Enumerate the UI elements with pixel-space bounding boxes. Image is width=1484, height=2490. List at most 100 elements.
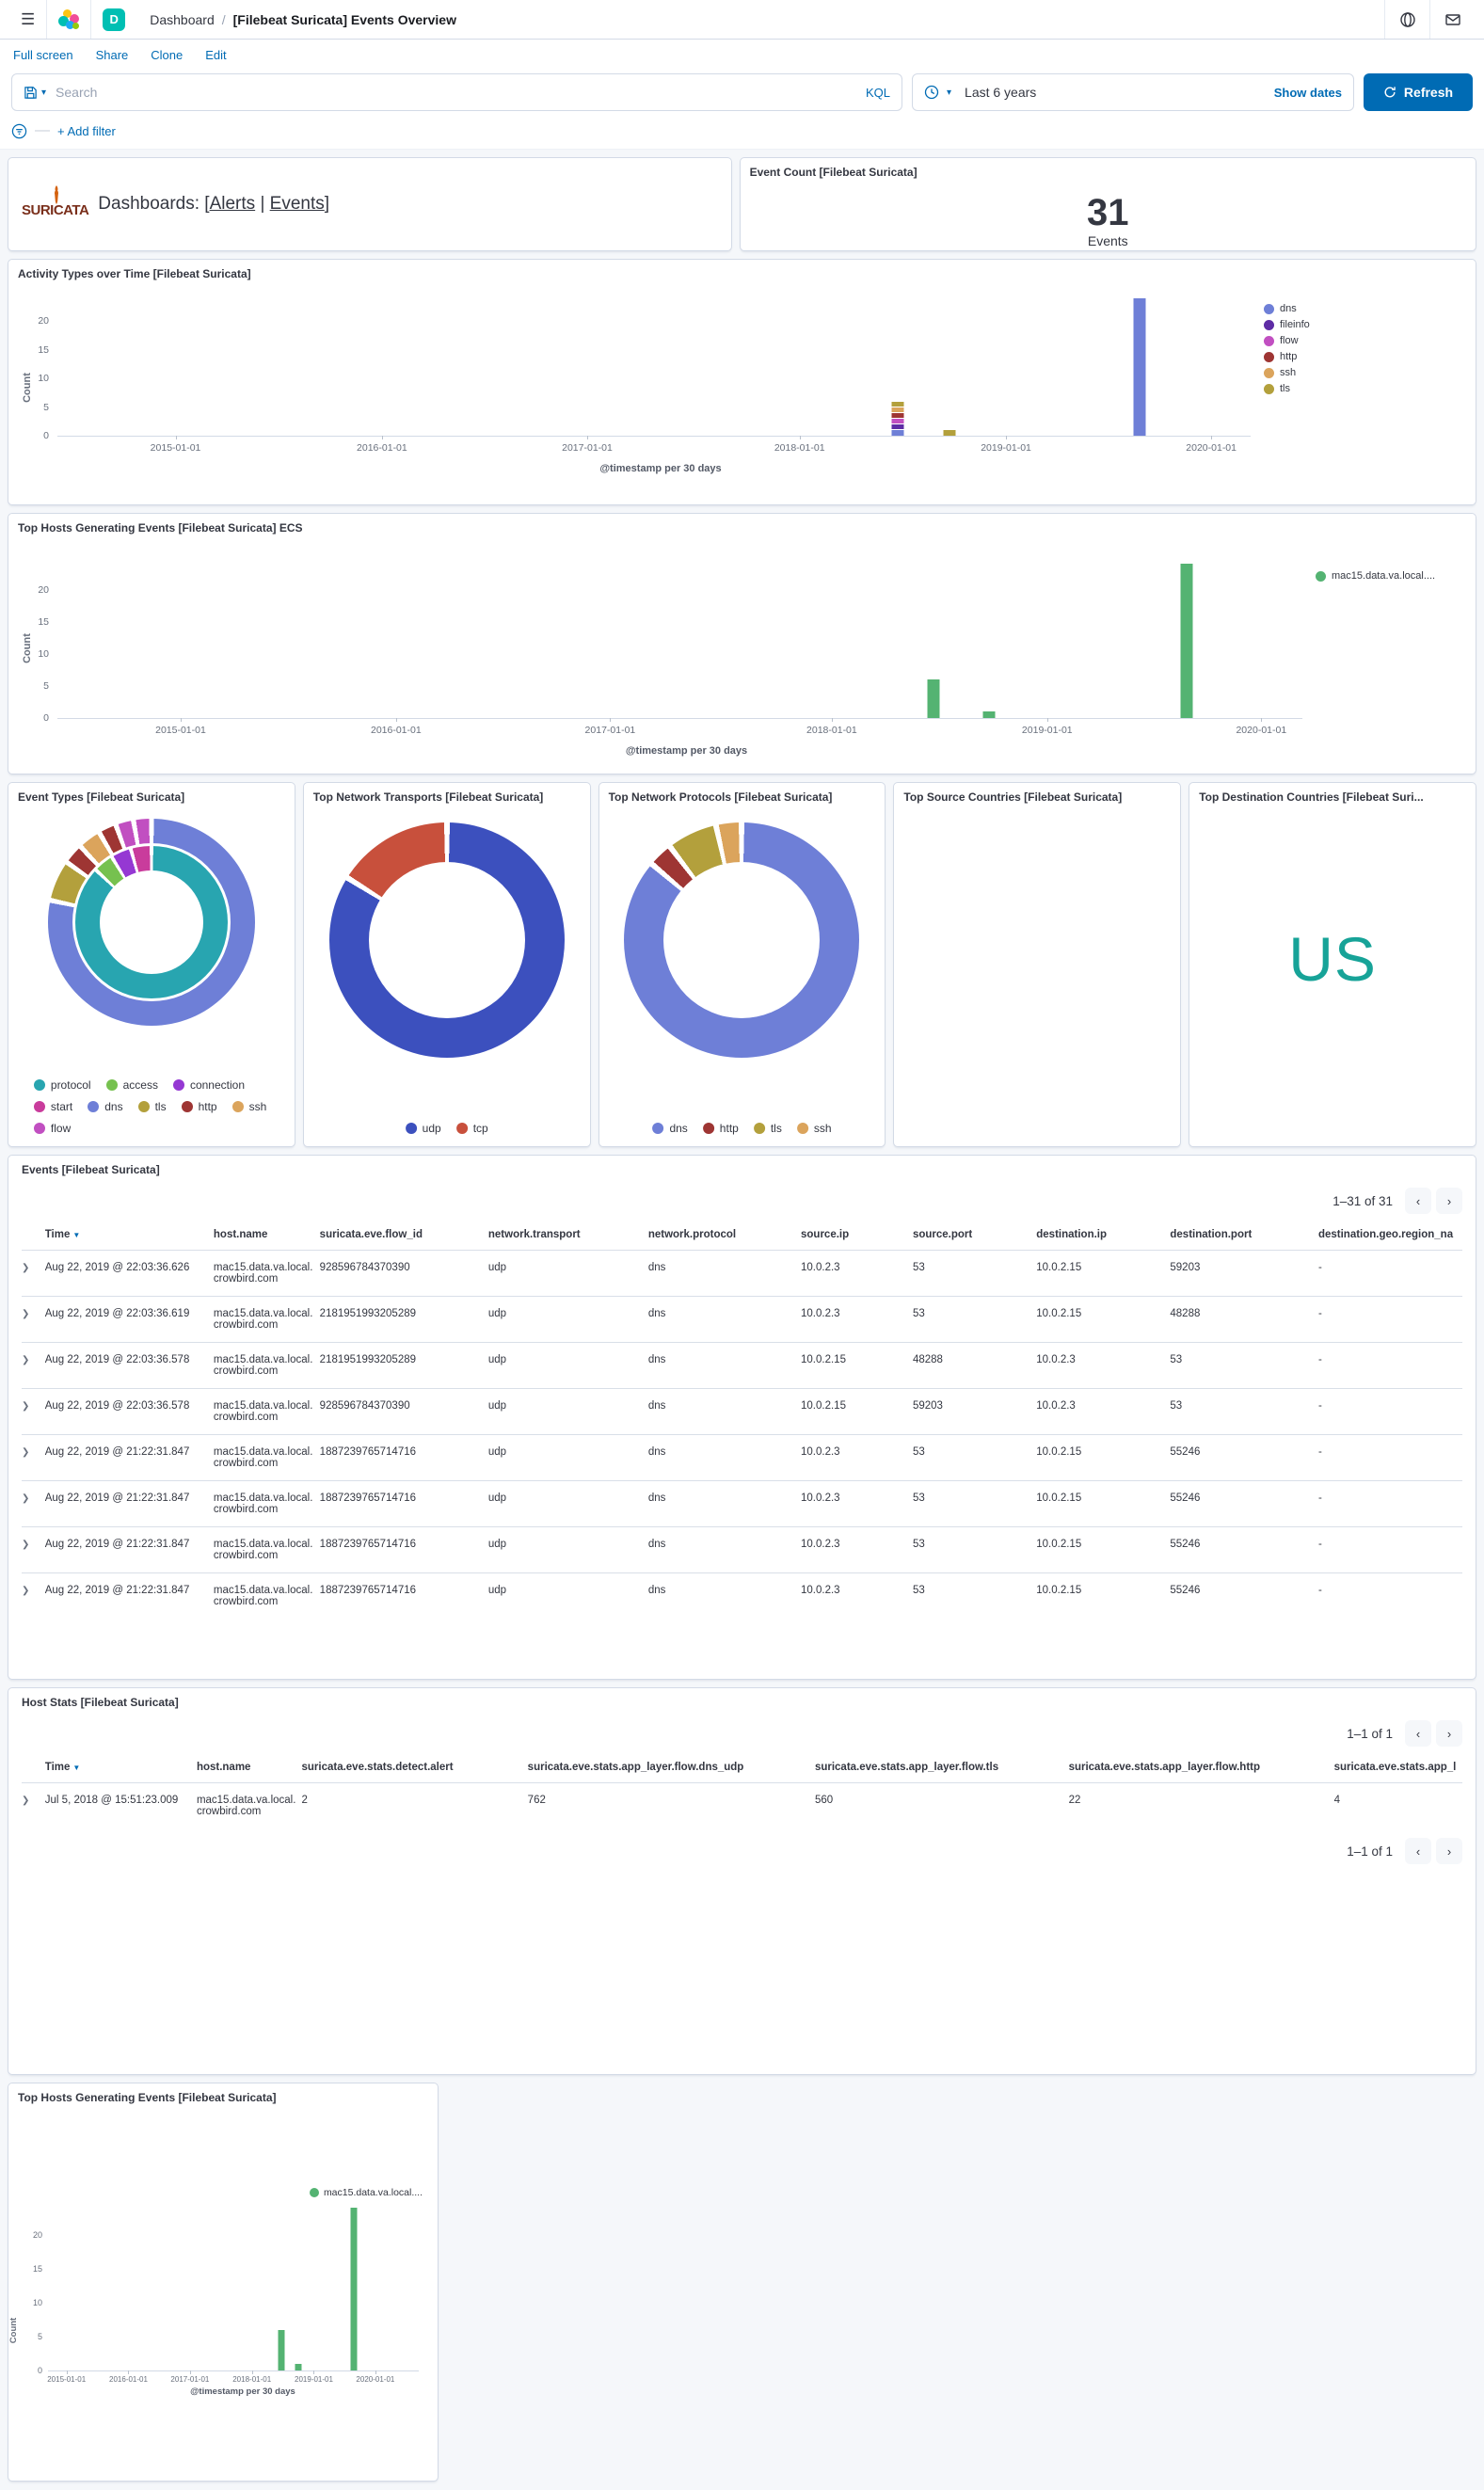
table-cell: mac15.data.va.local.crowbird.com: [213, 1480, 320, 1527]
legend-item-http[interactable]: http: [181, 1100, 217, 1113]
donut-hole: [99, 870, 203, 974]
table-cell: 1887239765714716: [319, 1572, 488, 1619]
panel-title: Activity Types over Time [Filebeat Suric…: [18, 267, 251, 280]
expand-row-icon[interactable]: ❯: [22, 1309, 30, 1319]
legend-item-flow[interactable]: flow: [1264, 335, 1476, 346]
legend-label: tls: [1280, 383, 1290, 394]
column-header-suricata.eve.stats.detect.alert[interactable]: suricata.eve.stats.detect.alert: [301, 1762, 454, 1773]
expand-row-icon[interactable]: ❯: [22, 1796, 30, 1806]
legend-item-ssh[interactable]: ssh: [1264, 367, 1476, 378]
expand-row-icon[interactable]: ❯: [22, 1263, 30, 1273]
prev-page-button[interactable]: ‹: [1405, 1838, 1431, 1864]
suricata-logo: SURICATA: [22, 185, 89, 219]
prev-page-button[interactable]: ‹: [1405, 1720, 1431, 1747]
space-badge[interactable]: D: [103, 8, 126, 31]
bar: [278, 2204, 285, 2370]
legend-item-protocol[interactable]: protocol: [33, 1078, 91, 1092]
column-header-source.ip[interactable]: source.ip: [801, 1229, 850, 1240]
expand-row-icon[interactable]: ❯: [22, 1540, 30, 1550]
column-header-suricata.eve.flow_id[interactable]: suricata.eve.flow_id: [319, 1229, 423, 1240]
column-header-suricata.eve.stats.app_l[interactable]: suricata.eve.stats.app_l: [1333, 1762, 1457, 1773]
expand-row-icon[interactable]: ❯: [22, 1355, 30, 1365]
add-filter-button[interactable]: + Add filter: [57, 123, 116, 138]
column-header-suricata.eve.stats.app_layer.flow.tls[interactable]: suricata.eve.stats.app_layer.flow.tls: [814, 1762, 999, 1773]
legend-item-dns[interactable]: dns: [1264, 303, 1476, 314]
legend-item-tls[interactable]: tls: [1264, 383, 1476, 394]
column-header-suricata.eve.stats.app_layer.flow.http[interactable]: suricata.eve.stats.app_layer.flow.http: [1068, 1762, 1261, 1773]
legend-item-tls[interactable]: tls: [753, 1122, 782, 1135]
column-header-host.name[interactable]: host.name: [196, 1762, 251, 1773]
panel-network-protocols-donut: Top Network Protocols [Filebeat Suricata…: [598, 782, 886, 1147]
legend-item-mac15.data.va.local....[interactable]: mac15.data.va.local....: [1316, 570, 1476, 582]
legend-item-dns[interactable]: dns: [652, 1122, 688, 1135]
legend-item-mac15.data.va.local....[interactable]: mac15.data.va.local....: [309, 2187, 423, 2198]
expand-row-icon[interactable]: ❯: [22, 1493, 30, 1504]
legend-item-access[interactable]: access: [105, 1078, 158, 1092]
menu-icon[interactable]: ☰: [21, 9, 36, 28]
column-header-host.name[interactable]: host.name: [213, 1229, 268, 1240]
search-box[interactable]: ▾ KQL: [11, 73, 902, 111]
column-header-network.transport[interactable]: network.transport: [487, 1229, 581, 1240]
full-screen-button[interactable]: Full screen: [13, 48, 73, 62]
column-header-Time[interactable]: Time ▼: [44, 1229, 81, 1240]
deployment-icon[interactable]: [1384, 0, 1429, 39]
kql-button[interactable]: KQL: [865, 85, 890, 100]
tag-cloud-us[interactable]: US: [1288, 924, 1377, 994]
alerts-link[interactable]: Alerts: [209, 194, 256, 214]
legend-item-tcp[interactable]: tcp: [455, 1122, 488, 1135]
table-cell: 10.0.2.3: [801, 1526, 913, 1573]
events-link[interactable]: Events: [269, 194, 325, 214]
legend-item-dns[interactable]: dns: [88, 1100, 123, 1113]
table-cell: udp: [487, 1296, 648, 1343]
legend-dot: [1264, 319, 1274, 330]
legend-item-udp[interactable]: udp: [405, 1122, 441, 1135]
column-header-destination.port[interactable]: destination.port: [1170, 1229, 1253, 1240]
newsfeed-icon[interactable]: [1429, 0, 1475, 39]
legend-item-flow[interactable]: flow: [33, 1122, 71, 1135]
column-header-destination.geo.region_na[interactable]: destination.geo.region_na: [1317, 1229, 1454, 1240]
x-tick-mark: [375, 2370, 376, 2374]
search-input[interactable]: [56, 85, 856, 100]
legend-dot: [231, 1101, 244, 1112]
refresh-button[interactable]: Refresh: [1364, 73, 1473, 111]
save-query-button[interactable]: ▾: [24, 86, 56, 100]
next-page-button[interactable]: ›: [1436, 1720, 1462, 1747]
column-header-Time[interactable]: Time ▼: [44, 1762, 81, 1773]
time-range-value[interactable]: Last 6 years: [965, 85, 1037, 100]
column-header-source.port[interactable]: source.port: [912, 1229, 973, 1240]
legend-item-start[interactable]: start: [33, 1100, 72, 1113]
panel-source-countries: Top Source Countries [Filebeat Suricata]: [893, 782, 1182, 1147]
table-cell: 10.0.2.3: [801, 1296, 913, 1343]
breadcrumb-dashboard[interactable]: Dashboard: [150, 11, 215, 27]
legend-item-connection[interactable]: connection: [172, 1078, 245, 1092]
table-cell: -: [1317, 1296, 1462, 1343]
expand-row-icon[interactable]: ❯: [22, 1447, 30, 1458]
legend-item-fileinfo[interactable]: fileinfo: [1264, 319, 1476, 330]
legend-item-ssh[interactable]: ssh: [796, 1122, 832, 1135]
legend-item-tls[interactable]: tls: [137, 1100, 167, 1113]
show-dates-button[interactable]: Show dates: [1273, 85, 1342, 100]
column-header-network.protocol[interactable]: network.protocol: [647, 1229, 737, 1240]
legend-dot: [455, 1123, 468, 1134]
next-page-button[interactable]: ›: [1436, 1188, 1462, 1214]
table-cell: Aug 22, 2019 @ 21:22:31.847: [44, 1434, 214, 1481]
share-button[interactable]: Share: [95, 48, 129, 62]
column-header-destination.ip[interactable]: destination.ip: [1036, 1229, 1108, 1240]
filter-icon[interactable]: [11, 123, 27, 139]
legend-item-http[interactable]: http: [1264, 351, 1476, 362]
prev-page-button[interactable]: ‹: [1405, 1188, 1431, 1214]
table-cell: 4: [1333, 1782, 1462, 1828]
clone-button[interactable]: Clone: [151, 48, 184, 62]
next-page-button[interactable]: ›: [1436, 1838, 1462, 1864]
column-header-suricata.eve.stats.app_layer.flow.dns_udp[interactable]: suricata.eve.stats.app_layer.flow.dns_ud…: [527, 1762, 744, 1773]
expand-row-icon[interactable]: ❯: [22, 1586, 30, 1596]
expand-row-icon[interactable]: ❯: [22, 1401, 30, 1412]
table-cell: 1887239765714716: [319, 1526, 488, 1573]
time-picker[interactable]: ▾ Last 6 years Show dates: [912, 73, 1354, 111]
edit-button[interactable]: Edit: [205, 48, 227, 62]
x-tick-mark: [586, 436, 588, 439]
x-axis-label: @timestamp per 30 days: [190, 2386, 295, 2397]
legend-item-http[interactable]: http: [702, 1122, 739, 1135]
legend-item-ssh[interactable]: ssh: [231, 1100, 266, 1113]
x-tick: 2018-01-01: [774, 442, 825, 454]
